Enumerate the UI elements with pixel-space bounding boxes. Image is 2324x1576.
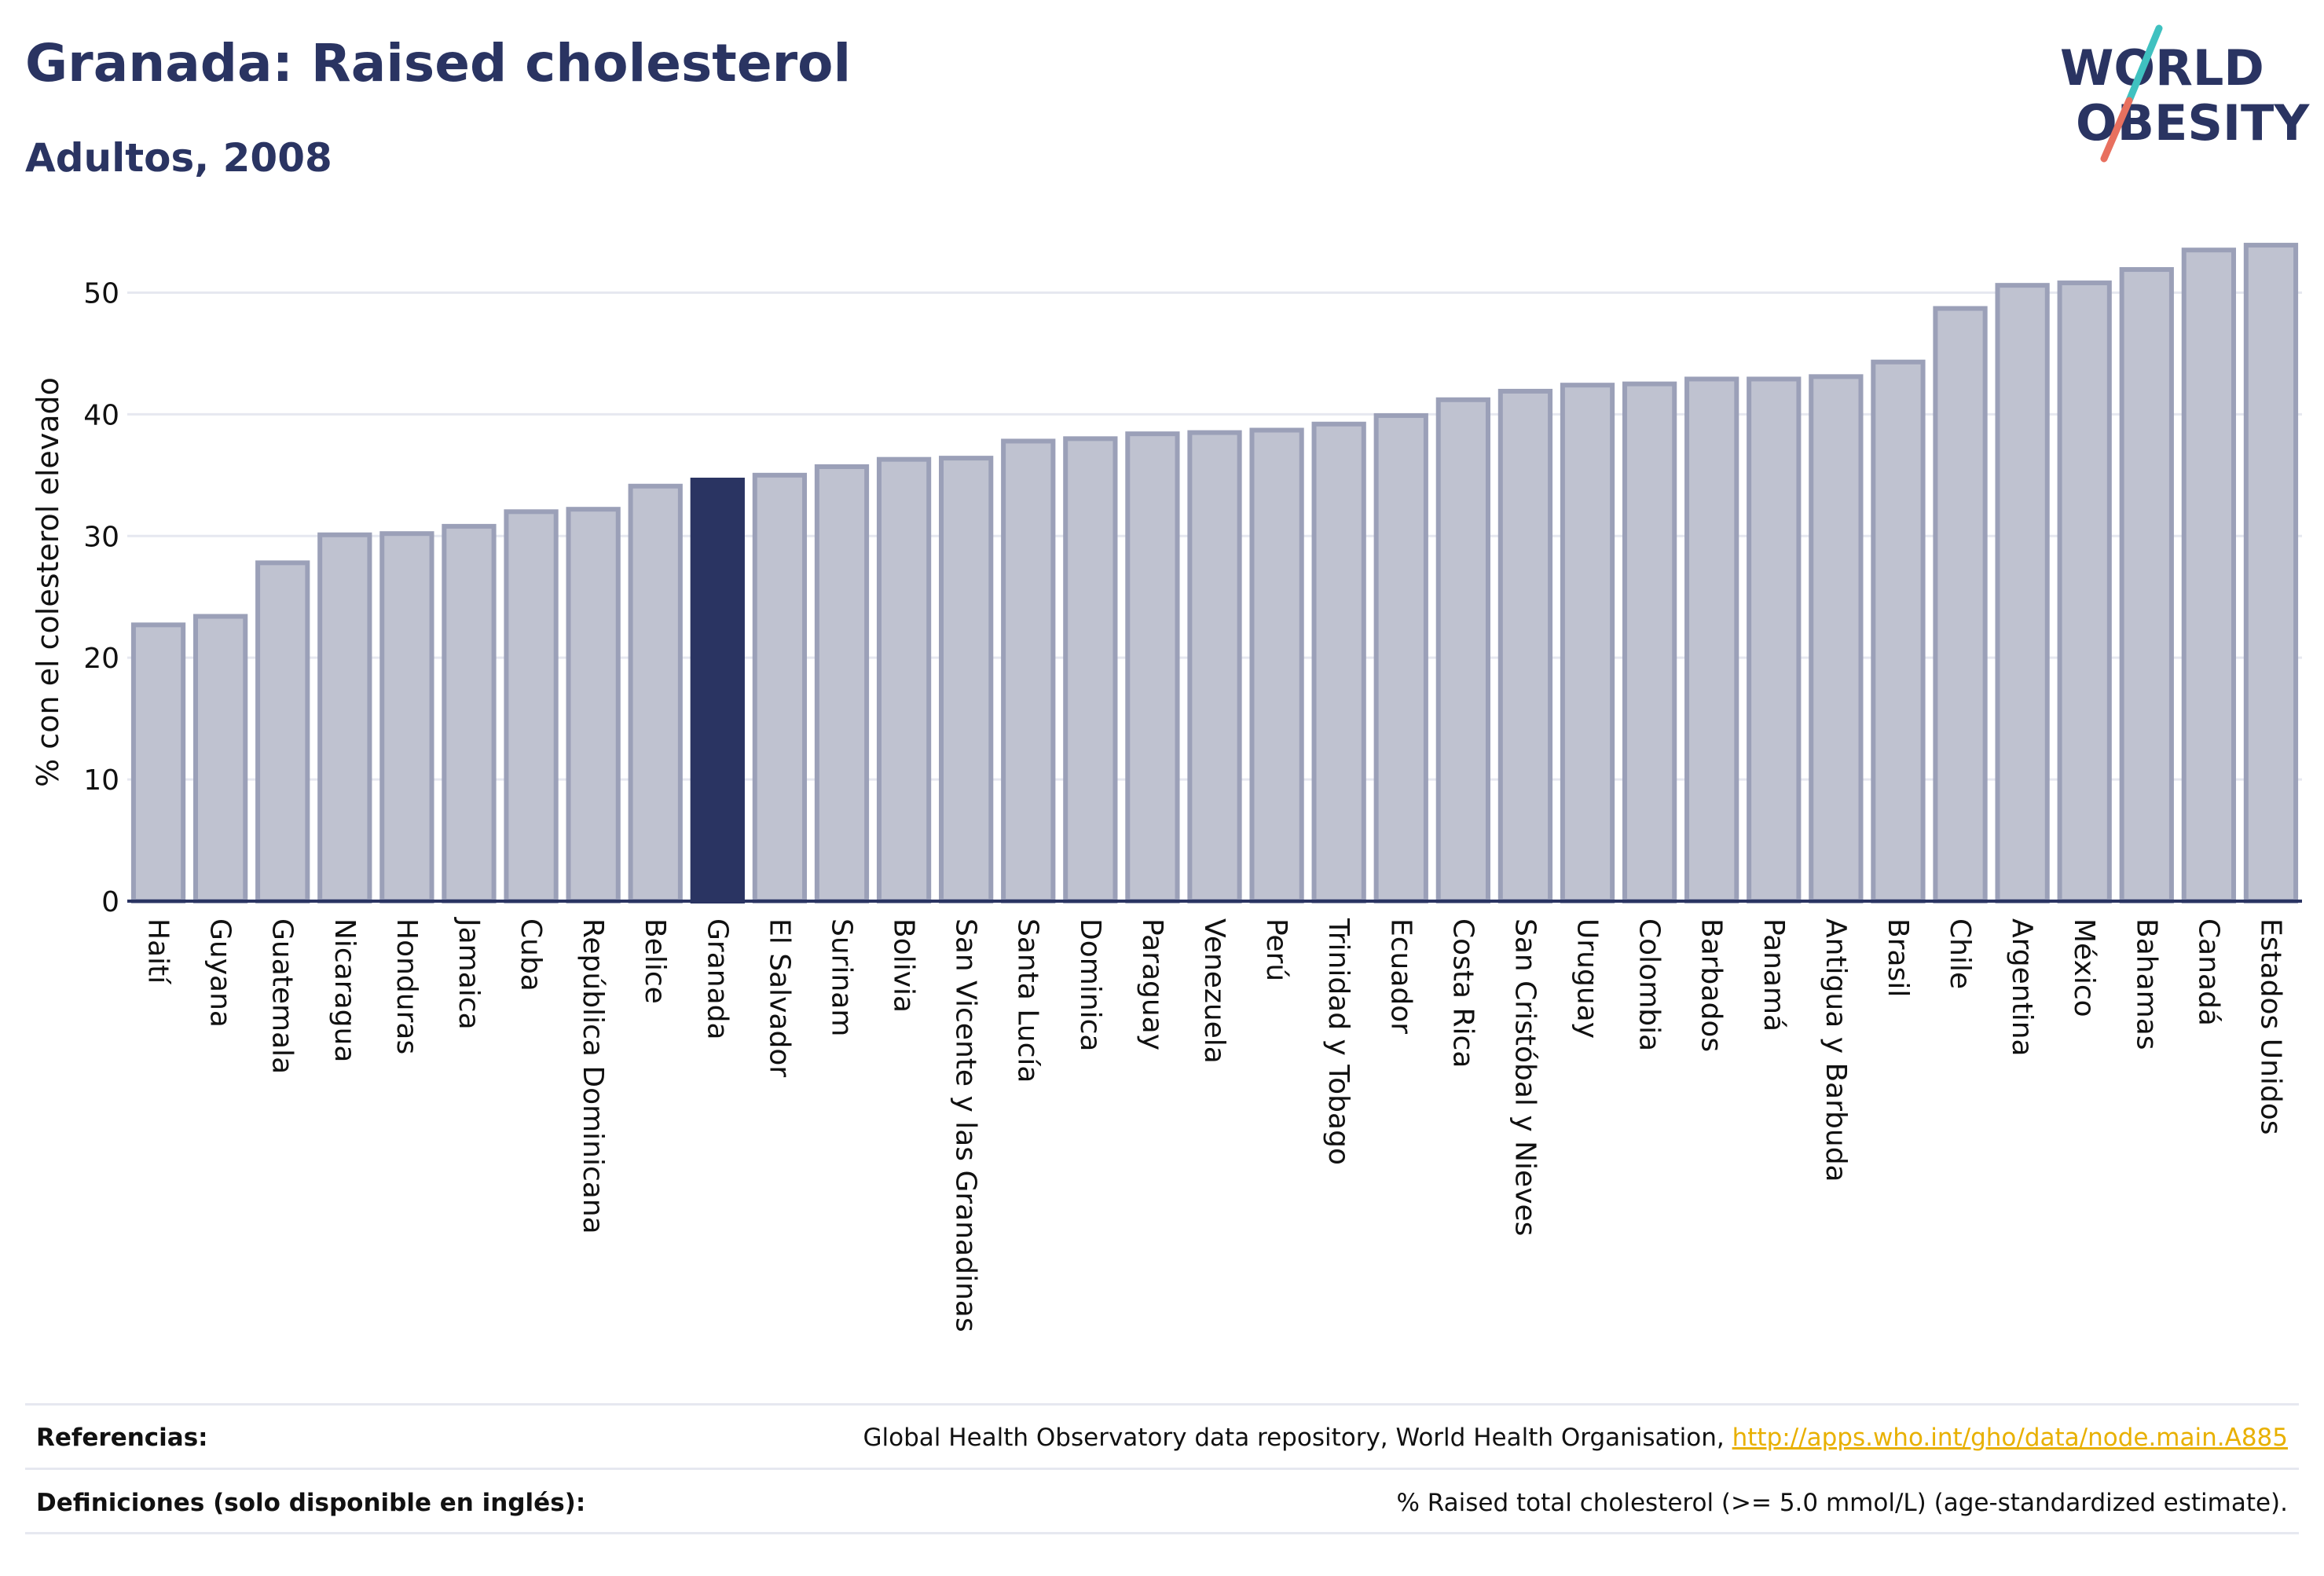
bar-costa-rica: [1435, 397, 1490, 903]
bar-colombia: [1622, 381, 1677, 903]
x-tick-label: Paraguay: [1136, 918, 1168, 1050]
y-tick-label: 0: [101, 886, 119, 918]
references-text: Global Health Observatory data repositor…: [863, 1424, 2288, 1452]
bar-bolivia: [876, 456, 932, 903]
bar-argentina: [1995, 283, 2050, 904]
x-tick-label: Guatemala: [266, 918, 299, 1074]
references-label: Referencias:: [36, 1424, 208, 1452]
y-axis-label: % con el colesterol elevado: [31, 377, 65, 787]
bar-cuba: [504, 509, 559, 903]
definitions-label: Definiciones (solo disponible en inglés)…: [36, 1489, 586, 1517]
x-tick-label: Brasil: [1882, 918, 1914, 997]
x-tick-label: Uruguay: [1571, 918, 1604, 1039]
x-tick-label: Barbados: [1695, 918, 1728, 1052]
references-link[interactable]: http://apps.who.int/gho/data/node.main.A…: [1732, 1424, 2288, 1452]
references-source: Global Health Observatory data repositor…: [863, 1424, 1732, 1452]
y-tick-labels: 0 10 20 30 40 50: [83, 277, 119, 918]
bars: [130, 243, 2299, 904]
footer-divider-bottom: [25, 1532, 2299, 1534]
bar-jamaica: [442, 523, 497, 903]
y-tick-label: 10: [83, 764, 119, 797]
x-tick-label: Nicaragua: [328, 918, 361, 1062]
y-tick-label: 30: [83, 521, 119, 553]
footer-divider-top: [25, 1403, 2299, 1406]
x-tick-label: Costa Rica: [1446, 918, 1479, 1068]
bar-nicaragua: [317, 532, 372, 903]
x-tick-label: Trinidad y Tobago: [1322, 918, 1354, 1165]
bar-méxico: [2057, 280, 2112, 903]
x-tick-label: Canadá: [2192, 918, 2224, 1026]
x-tick-label: Panamá: [1758, 918, 1790, 1032]
chart-subtitle: Adultos, 2008: [25, 135, 332, 181]
x-tick-label: Guyana: [204, 918, 236, 1028]
x-tick-label: Argentina: [2006, 918, 2038, 1057]
bar-el-salvador: [752, 472, 808, 903]
x-tick-label: Estados Unidos: [2254, 918, 2286, 1135]
bar-canadá: [2181, 247, 2237, 903]
logo-slash-teal: [2125, 24, 2163, 104]
x-tick-label: Dominica: [1074, 918, 1106, 1052]
bar-perú: [1249, 427, 1304, 903]
x-tick-label: Surinam: [825, 918, 857, 1036]
bar-venezuela: [1187, 430, 1242, 903]
x-tick-label: Haití: [142, 918, 174, 984]
x-tick-label: San Cristóbal y Nieves: [1508, 918, 1541, 1236]
y-tick-label: 40: [83, 399, 119, 431]
bar-uruguay: [1560, 383, 1615, 904]
logo-slash-coral: [2100, 97, 2133, 163]
bar-belice: [628, 483, 683, 903]
x-tick-label: San Vicente y las Granadinas: [950, 918, 982, 1332]
footer-divider-middle: [25, 1468, 2299, 1470]
bar-paraguay: [1125, 431, 1180, 903]
x-tick-label: Granada: [701, 918, 733, 1040]
bar-chile: [1933, 306, 1988, 903]
bar-san-cristóbal-y-nieves: [1497, 388, 1553, 903]
logo-line-world: WORLD: [2060, 39, 2264, 97]
bar-trinidad-y-tobago: [1311, 421, 1366, 903]
x-tick-label: Antigua y Barbuda: [1820, 918, 1852, 1182]
x-tick-label: Belice: [639, 918, 671, 1004]
x-tick-label: Bolivia: [888, 918, 920, 1013]
bar-san-vicente-y-las-granadinas: [939, 456, 994, 903]
x-tick-label: Santa Lucía: [1012, 918, 1044, 1083]
bar-guatemala: [255, 560, 310, 903]
bar-dominica: [1063, 436, 1118, 903]
y-tick-label: 20: [83, 643, 119, 675]
bar-panamá: [1747, 376, 1802, 903]
x-tick-label: República Dominicana: [577, 918, 609, 1234]
bar-bahamas: [2119, 267, 2174, 904]
bar-estados-unidos: [2243, 243, 2299, 904]
x-tick-label: Bahamas: [2130, 918, 2162, 1050]
bar-granada: [690, 478, 745, 903]
bar-ecuador: [1373, 412, 1428, 903]
world-obesity-logo: WORLD OBESITY: [2060, 24, 2310, 163]
bar-surinam: [814, 464, 870, 903]
x-tick-label: Jamaica: [453, 917, 485, 1030]
x-tick-label: El Salvador: [763, 918, 795, 1077]
x-tick-label: Perú: [1260, 918, 1292, 981]
x-tick-label: Cuba: [515, 918, 547, 991]
x-tick-label: Chile: [1944, 918, 1976, 989]
bar-antigua-y-barbuda: [1809, 374, 1864, 904]
x-tick-label: México: [2068, 918, 2100, 1017]
definitions-text: % Raised total cholesterol (>= 5.0 mmol/…: [1396, 1489, 2288, 1517]
chart-title: Granada: Raised cholesterol: [25, 33, 852, 93]
bar-santa-lucía: [1001, 438, 1056, 903]
x-tick-label: Colombia: [1633, 918, 1666, 1051]
x-tick-label: Ecuador: [1384, 918, 1417, 1034]
bar-guyana: [192, 614, 248, 904]
x-tick-label: Venezuela: [1198, 918, 1230, 1064]
bar-brasil: [1871, 359, 1926, 903]
x-tick-label: Honduras: [390, 918, 423, 1054]
bar-honduras: [379, 531, 434, 903]
x-tick-labels: Haití Guyana Guatemala Nicaragua Honduras Jam…: [142, 917, 2287, 1332]
bar-haití: [130, 622, 186, 904]
y-tick-label: 50: [83, 277, 119, 310]
bar-república-dominicana: [566, 507, 621, 904]
bar-barbados: [1684, 376, 1739, 903]
